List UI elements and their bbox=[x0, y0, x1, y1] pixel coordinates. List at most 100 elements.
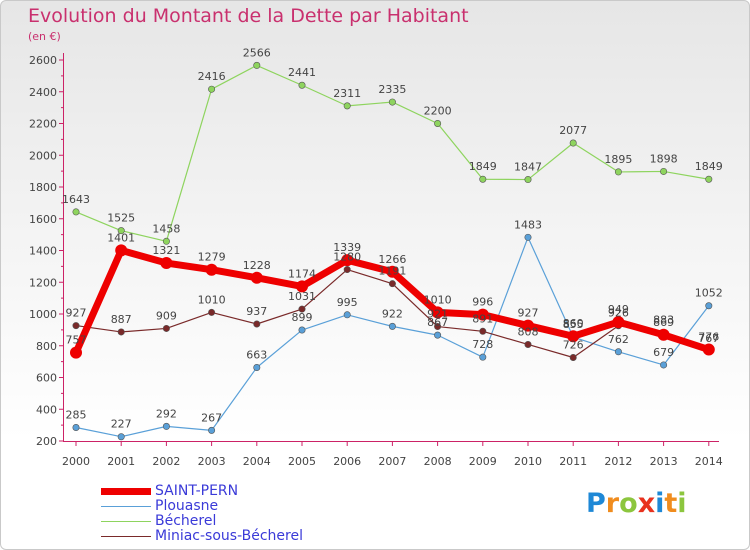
y-tick-label: 1600 bbox=[29, 213, 57, 226]
data-point-plouasne bbox=[253, 363, 261, 371]
data-label-becherel: 1458 bbox=[152, 222, 180, 235]
data-label-plouasne: 679 bbox=[653, 346, 674, 359]
data-label-miniac: 1031 bbox=[288, 290, 316, 303]
data-point-saint-pern bbox=[476, 308, 489, 321]
chart-title: Evolution du Montant de la Dette par Hab… bbox=[28, 5, 469, 27]
proxiti-logo: Proxiti bbox=[586, 488, 687, 519]
data-point-miniac bbox=[569, 353, 577, 361]
data-point-saint-pern bbox=[386, 265, 399, 278]
x-tick-label: 2007 bbox=[378, 455, 406, 468]
legend-label-plouasne: Plouasne bbox=[155, 498, 219, 514]
data-label-plouasne: 867 bbox=[427, 316, 448, 329]
data-point-plouasne bbox=[298, 326, 306, 334]
chart-subtitle: (en €) bbox=[28, 30, 61, 43]
data-label-becherel: 1849 bbox=[695, 160, 723, 173]
data-label-miniac: 891 bbox=[472, 312, 493, 325]
y-tick-label: 800 bbox=[36, 340, 57, 353]
data-label-miniac: 937 bbox=[246, 305, 267, 318]
data-point-miniac bbox=[524, 340, 532, 348]
legend-swatch-saint-pern bbox=[101, 488, 151, 495]
data-point-plouasne bbox=[208, 426, 216, 434]
data-point-saint-pern bbox=[612, 316, 625, 329]
data-point-becherel bbox=[117, 227, 125, 235]
data-point-plouasne bbox=[162, 422, 170, 430]
data-label-plouasne: 922 bbox=[382, 307, 403, 320]
data-point-saint-pern bbox=[522, 319, 534, 332]
y-tick-label: 600 bbox=[36, 372, 57, 385]
data-label-becherel: 1847 bbox=[514, 161, 542, 174]
data-point-miniac bbox=[343, 266, 351, 274]
y-tick-label: 1200 bbox=[29, 276, 57, 289]
data-label-plouasne: 728 bbox=[472, 338, 493, 351]
y-tick-label: 1000 bbox=[29, 308, 57, 321]
data-point-saint-pern bbox=[657, 328, 670, 341]
data-point-saint-pern bbox=[70, 346, 82, 359]
data-label-plouasne: 1483 bbox=[514, 218, 542, 231]
y-tick-label: 2200 bbox=[29, 118, 57, 131]
data-label-saint-pern: 1010 bbox=[424, 293, 452, 306]
data-label-saint-pern: 927 bbox=[518, 307, 539, 320]
data-point-becherel bbox=[434, 120, 442, 128]
data-label-saint-pern: 949 bbox=[608, 303, 629, 316]
data-point-plouasne bbox=[705, 302, 713, 310]
data-point-saint-pern bbox=[115, 244, 128, 257]
data-point-miniac bbox=[208, 308, 216, 316]
x-tick-label: 2009 bbox=[469, 455, 497, 468]
data-label-plouasne: 762 bbox=[608, 333, 629, 346]
data-label-plouasne: 995 bbox=[337, 296, 358, 309]
data-point-saint-pern bbox=[702, 343, 715, 356]
data-label-miniac: 883 bbox=[653, 314, 674, 327]
x-tick-label: 2010 bbox=[514, 455, 542, 468]
data-label-becherel: 1898 bbox=[650, 152, 678, 165]
data-point-becherel bbox=[479, 175, 487, 183]
x-tick-label: 2012 bbox=[604, 455, 632, 468]
x-tick-label: 2014 bbox=[695, 455, 723, 468]
data-label-becherel: 2311 bbox=[333, 87, 361, 100]
data-label-saint-pern: 1228 bbox=[243, 259, 271, 272]
data-label-plouasne: 899 bbox=[292, 311, 313, 324]
x-tick-label: 2005 bbox=[288, 455, 316, 468]
data-label-saint-pern: 1174 bbox=[288, 267, 316, 280]
data-point-becherel bbox=[569, 139, 577, 147]
data-label-becherel: 2566 bbox=[243, 46, 271, 59]
data-point-saint-pern bbox=[431, 306, 444, 319]
data-point-miniac bbox=[479, 327, 487, 335]
data-point-plouasne bbox=[72, 424, 80, 432]
y-tick-label: 400 bbox=[36, 403, 57, 416]
data-label-becherel: 1525 bbox=[107, 212, 135, 225]
data-label-miniac: 726 bbox=[563, 338, 584, 351]
x-tick-label: 2006 bbox=[333, 455, 361, 468]
data-point-becherel bbox=[524, 176, 532, 184]
data-label-saint-pern: 757 bbox=[66, 334, 87, 347]
data-point-saint-pern bbox=[205, 263, 218, 276]
data-label-saint-pern: 869 bbox=[653, 316, 674, 329]
legend-label-saint-pern: SAINT-PERN bbox=[155, 483, 239, 499]
data-point-miniac bbox=[162, 324, 170, 332]
data-label-saint-pern: 996 bbox=[472, 296, 493, 309]
data-label-plouasne: 663 bbox=[246, 348, 267, 361]
data-label-becherel: 1643 bbox=[62, 193, 90, 206]
data-label-saint-pern: 1401 bbox=[107, 231, 135, 244]
data-point-plouasne bbox=[388, 322, 396, 330]
data-point-plouasne bbox=[117, 433, 125, 441]
legend-label-miniac: Miniac-sous-Bécherel bbox=[155, 528, 303, 544]
data-point-plouasne bbox=[660, 361, 668, 369]
data-point-plouasne bbox=[614, 348, 622, 356]
data-point-becherel bbox=[614, 168, 622, 176]
legend-swatch-becherel bbox=[101, 521, 151, 522]
data-point-plouasne bbox=[343, 311, 351, 319]
x-tick-label: 2011 bbox=[559, 455, 587, 468]
data-point-saint-pern bbox=[341, 254, 354, 267]
data-point-becherel bbox=[388, 98, 396, 106]
data-label-saint-pern: 776 bbox=[698, 331, 719, 344]
data-label-saint-pern: 1266 bbox=[378, 253, 406, 266]
y-tick-label: 2600 bbox=[29, 54, 57, 67]
data-point-saint-pern bbox=[250, 271, 263, 284]
data-point-becherel bbox=[298, 81, 306, 89]
data-point-saint-pern bbox=[296, 280, 308, 293]
data-label-miniac: 926 bbox=[608, 307, 629, 320]
data-label-plouasne: 285 bbox=[66, 409, 87, 422]
data-point-becherel bbox=[162, 237, 170, 245]
